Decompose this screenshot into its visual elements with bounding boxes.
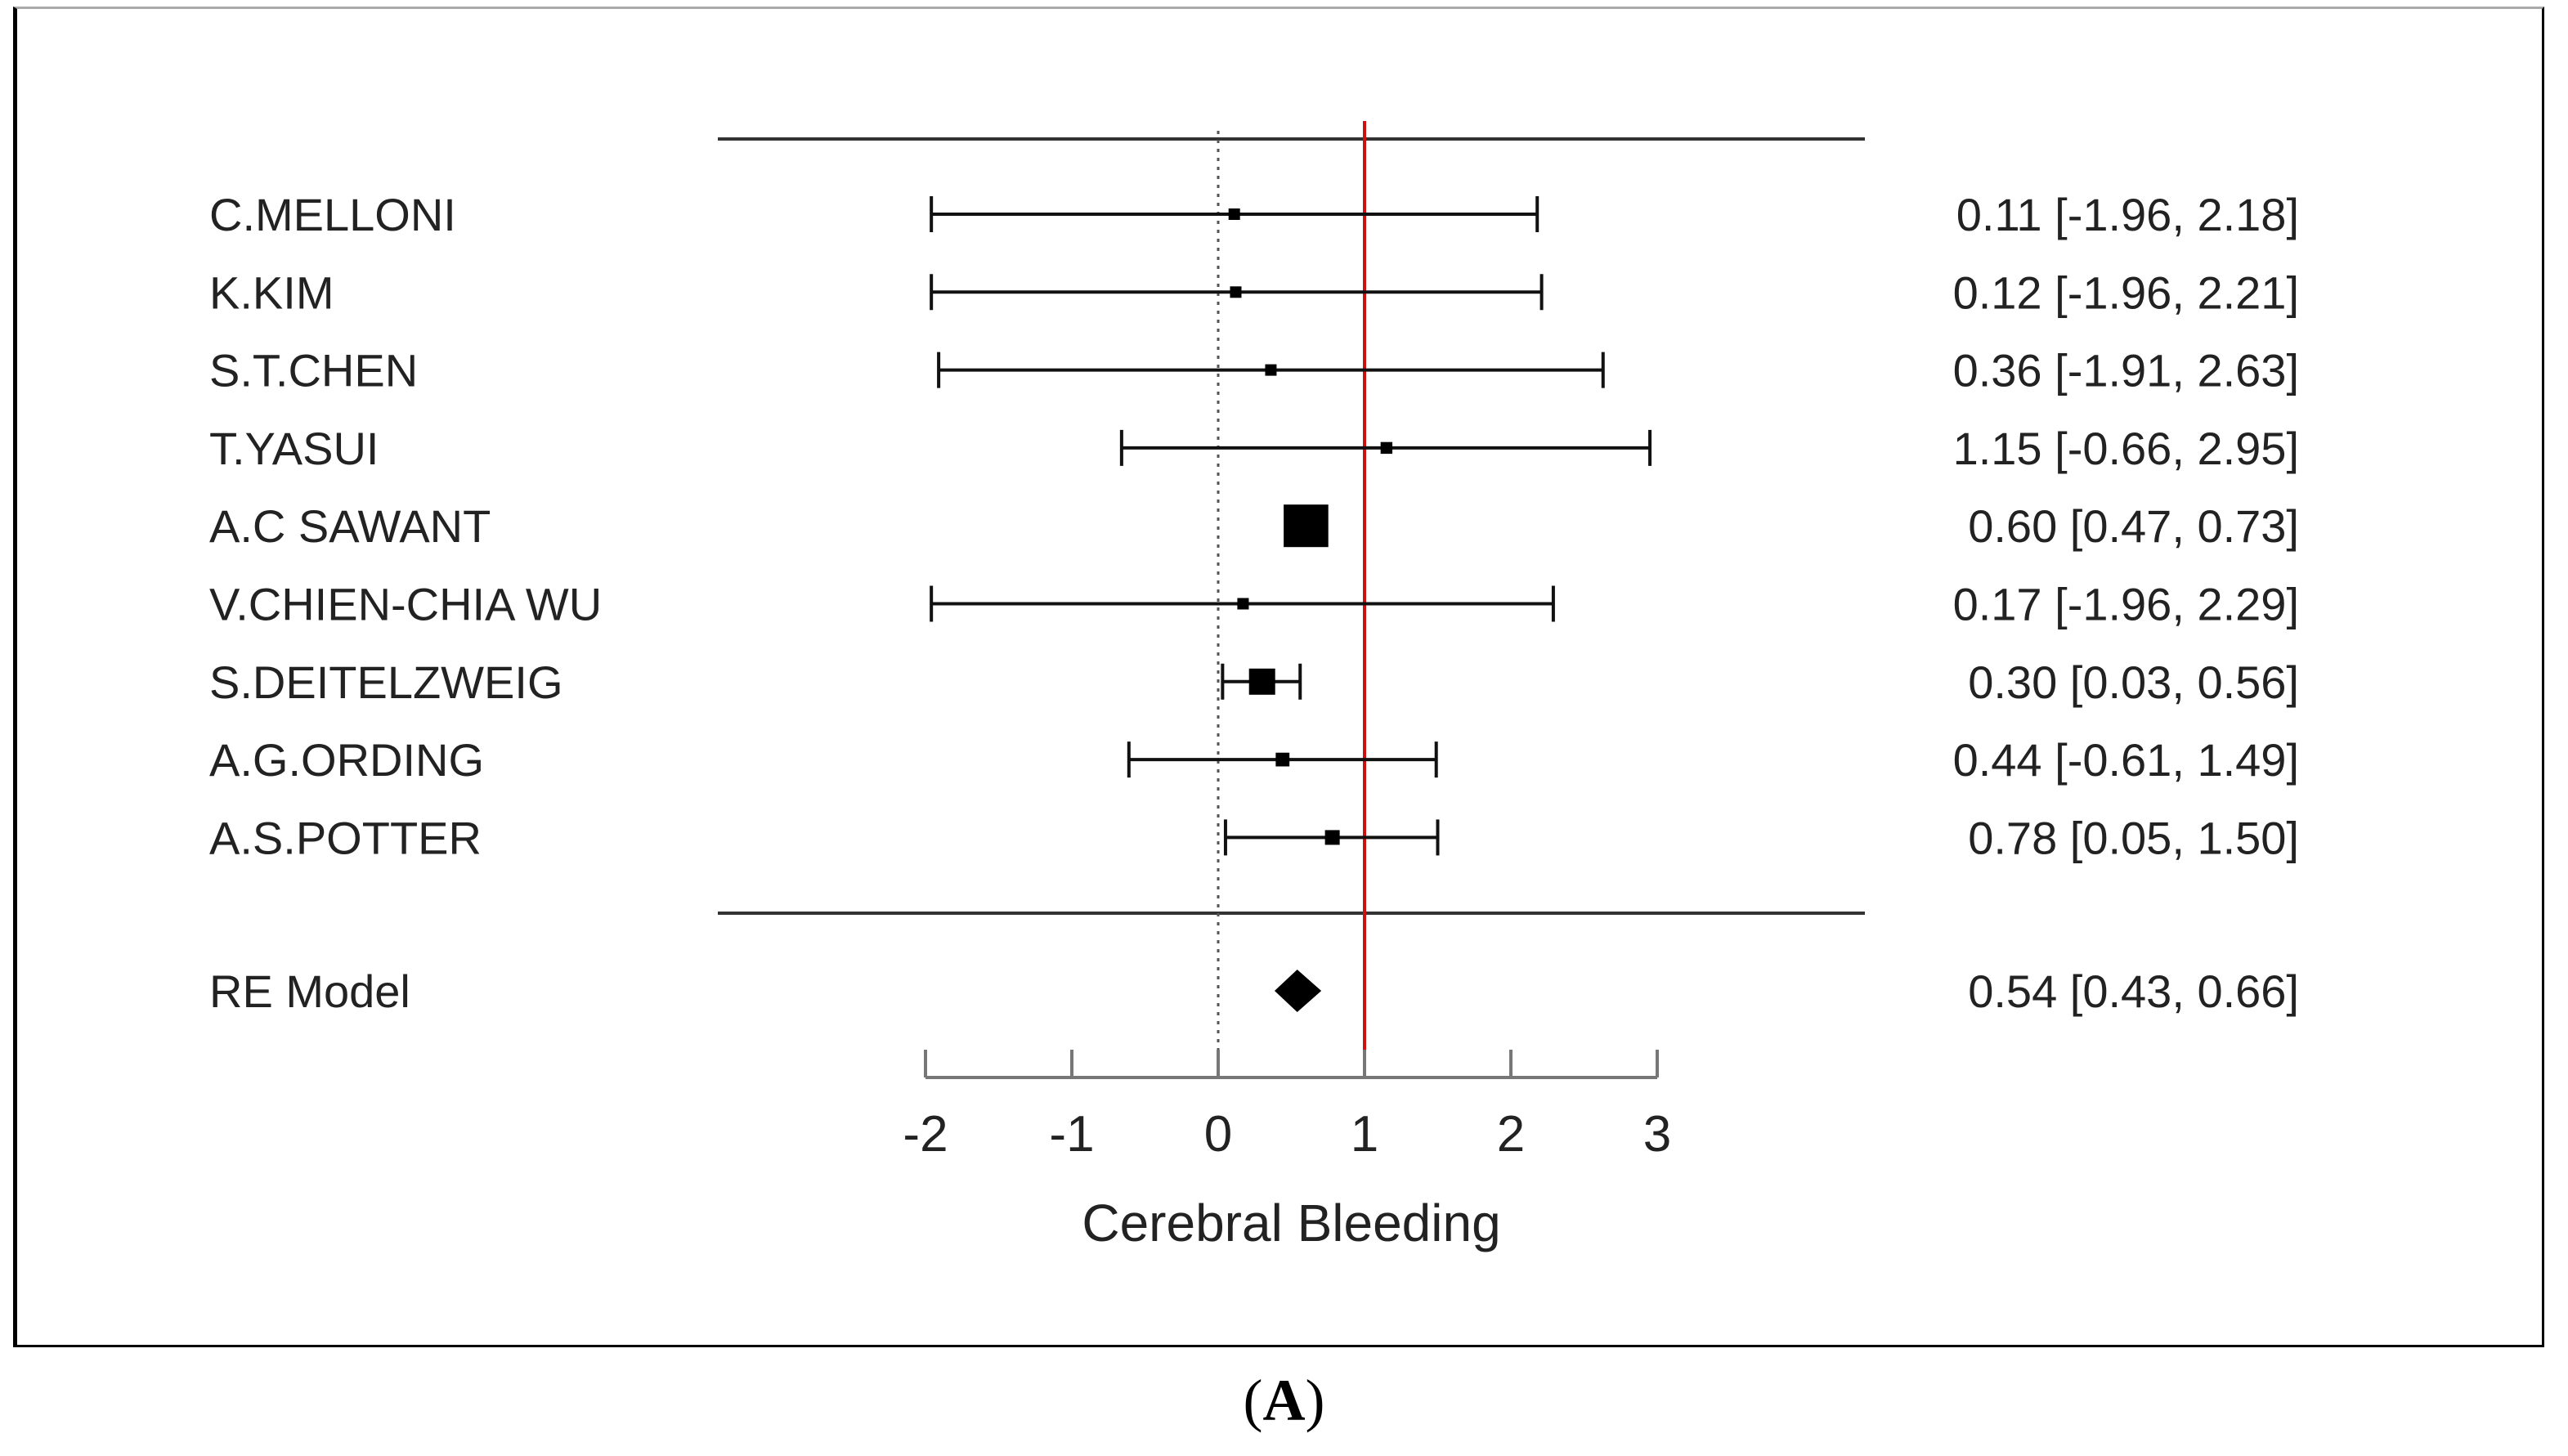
study-label: T.YASUI [209, 423, 379, 474]
point-estimate [1265, 364, 1277, 376]
estimate-label: 0.60 [0.47, 0.73] [1968, 500, 2299, 552]
panel-caption: (A) [0, 1367, 2568, 1435]
x-tick-label: -1 [1049, 1106, 1094, 1163]
plot-marks: C.MELLONI 0.11 [-1.96, 2.18] K.KIM 0.12 [-1… [209, 121, 2299, 1252]
x-tick-label: -2 [903, 1106, 948, 1163]
point-estimate [1228, 208, 1240, 220]
estimate-label: 0.36 [-1.91, 2.63] [1953, 345, 2299, 396]
caption-close-paren: ) [1305, 1368, 1325, 1433]
study-label: A.C SAWANT [209, 500, 491, 552]
study-label: S.T.CHEN [209, 345, 418, 396]
summary-diamond [1274, 970, 1322, 1012]
study-label: S.DEITELZWEIG [209, 656, 563, 708]
x-tick-label: 2 [1497, 1106, 1525, 1163]
study-label: C.MELLONI [209, 189, 456, 240]
point-estimate [1284, 504, 1329, 548]
estimate-label: 1.15 [-0.66, 2.95] [1953, 423, 2299, 474]
estimate-label: 0.30 [0.03, 0.56] [1968, 656, 2299, 708]
point-estimate [1237, 598, 1249, 610]
point-estimate [1380, 441, 1393, 455]
study-label: K.KIM [209, 267, 334, 318]
point-estimate [1275, 752, 1290, 767]
x-axis-title: Cerebral Bleeding [1082, 1194, 1500, 1252]
x-tick-label: 1 [1351, 1106, 1378, 1163]
estimate-label: 0.78 [0.05, 1.50] [1968, 812, 2299, 863]
estimate-label: 0.12 [-1.96, 2.21] [1953, 267, 2299, 318]
caption-open-paren: ( [1243, 1368, 1263, 1433]
summary-estimate-label: 0.54 [0.43, 0.66] [1968, 965, 2299, 1017]
study-label: A.S.POTTER [209, 812, 482, 863]
point-estimate [1230, 286, 1242, 298]
summary-label: RE Model [209, 965, 410, 1017]
point-estimate [1324, 830, 1340, 845]
point-estimate [1248, 668, 1275, 695]
study-label: V.CHIEN-CHIA WU [209, 579, 602, 630]
x-tick-label: 0 [1204, 1106, 1232, 1163]
estimate-label: 0.17 [-1.96, 2.29] [1953, 579, 2299, 630]
estimate-label: 0.44 [-0.61, 1.49] [1953, 734, 2299, 786]
estimate-label: 0.11 [-1.96, 2.18] [1956, 189, 2299, 240]
x-tick-label: 3 [1643, 1106, 1671, 1163]
caption-letter: A [1262, 1368, 1306, 1433]
figure-frame [13, 7, 2544, 1347]
study-label: A.G.ORDING [209, 734, 484, 786]
